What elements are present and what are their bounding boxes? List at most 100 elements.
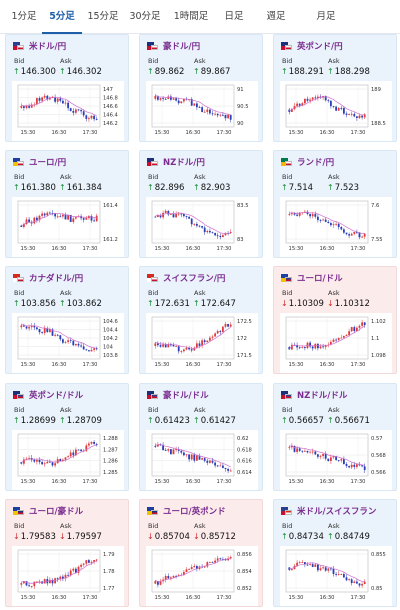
mini-candlestick-chart[interactable]: 147 146.8 146.6 146.4 146.2 15:30 16:30 17:30 [12,81,124,141]
candle [363,466,366,471]
rate-card[interactable]: 米ドル/円 Bid Ask ↑146.300 ↑146.302 147 146.8… [5,34,129,142]
pair-name[interactable]: NZドル/ドル [297,391,348,401]
candle [177,449,180,451]
tab-2[interactable]: 15分足 [87,10,119,22]
rate-card[interactable]: 豪ドル/ドル Bid Ask ↑0.61423 ↑0.61427 0.62 0.6… [139,383,263,491]
candle [95,559,98,561]
pair-name[interactable]: NZドル/円 [163,158,205,168]
chart-svg: 172.5 172 171.5 15:30 16:30 17:30 [146,313,258,373]
pair-name[interactable]: カナダドル/円 [29,274,84,284]
tab-6[interactable]: 週足 [266,10,286,22]
candle [309,99,312,101]
rate-card[interactable]: ユーロ/英ポンド Bid Ask ↓0.85704 ↓0.85712 0.856… [139,499,263,607]
candle [87,118,90,120]
tab-0[interactable]: 1分足 [11,10,37,22]
mini-candlestick-chart[interactable]: 1.79 1.78 1.77 15:30 16:30 17:30 [12,546,124,606]
tab-5[interactable]: 日足 [224,10,244,22]
candle [46,212,49,216]
mini-candlestick-chart[interactable]: 91 90.5 90 15:30 16:30 17:30 [146,81,258,141]
candle [353,231,356,234]
y-tick-label: 1.286 [103,459,118,465]
rate-card[interactable]: ユーロ/円 Bid Ask ↑161.380 ↑161.384 161.4 161… [5,150,129,258]
pair-name[interactable]: ユーロ/円 [29,158,67,168]
x-tick-label: 16:30 [320,595,335,601]
pair-name[interactable]: 英ポンド/ドル [29,391,84,401]
arrow-up-icon: ↑ [281,532,288,541]
x-tick-label: 16:30 [52,479,67,485]
candle [172,98,175,100]
candle [298,347,301,349]
pair-name[interactable]: 米ドル/円 [29,42,67,52]
mini-candlestick-chart[interactable]: 83.5 83 15:30 16:30 17:30 [146,197,258,257]
candle [43,95,46,98]
rate-card[interactable]: ランド/円 Bid Ask ↑7.514 ↑7.523 7.6 7.55 15:30… [273,150,397,258]
candle [22,223,25,227]
rate-card[interactable]: NZドル/ドル Bid Ask ↑0.56657 ↑0.56671 0.57 0.… [273,383,397,491]
mini-candlestick-chart[interactable]: 1.102 1.1 1.098 15:30 16:30 17:30 [280,313,392,373]
candle [361,584,364,586]
mini-candlestick-chart[interactable]: 0.57 0.568 0.566 15:30 16:30 17:30 [280,430,392,490]
candle [322,567,325,569]
y-tick-label: 0.568 [371,453,386,459]
y-tick-label: 146.8 [103,96,118,102]
x-tick-label: 17:30 [83,130,98,136]
mini-candlestick-chart[interactable]: 189 188.5 15:30 16:30 17:30 [280,81,392,141]
mini-candlestick-chart[interactable]: 172.5 172 171.5 15:30 16:30 17:30 [146,313,258,373]
rate-card[interactable]: 豪ドル/円 Bid Ask ↑89.862 ↑89.867 91 90.5 90 15… [139,34,263,142]
rate-card[interactable]: スイスフラン/円 Bid Ask ↑172.631 ↑172.647 172.5… [139,266,263,374]
candle [172,575,175,578]
mini-candlestick-chart[interactable]: 7.6 7.55 15:30 16:30 17:30 [280,197,392,257]
pair-name[interactable]: ユーロ/ドル [297,274,343,284]
candle [340,459,343,461]
chart-svg: 161.4 161.2 15:30 16:30 17:30 [12,197,124,257]
pair-name[interactable]: 豪ドル/ドル [163,391,209,401]
pair-name[interactable]: 英ポンド/円 [297,42,343,52]
pair-name[interactable]: ユーロ/豪ドル [29,507,84,517]
arrow-up-icon: ↑ [193,67,200,76]
mini-candlestick-chart[interactable]: 0.856 0.854 0.852 15:30 16:30 17:30 [146,546,258,606]
bid-label: Bid [14,57,25,65]
candle [56,98,59,102]
rate-card[interactable]: ユーロ/豪ドル Bid Ask ↓1.79583 ↓1.79597 1.79 1.… [5,499,129,607]
moving-average-line [21,96,97,117]
tab-4[interactable]: 1時間足 [173,10,209,22]
mini-candlestick-chart[interactable]: 161.4 161.2 15:30 16:30 17:30 [12,197,124,257]
mini-candlestick-chart[interactable]: 104.6 104.4 104.2 104 103.8 15:30 16:30 17:30 [12,313,124,373]
candle [332,568,335,574]
rate-card[interactable]: NZドル/円 Bid Ask ↑82.896 ↑82.903 83.5 83 15:… [139,150,263,258]
rate-card[interactable]: カナダドル/円 Bid Ask ↑103.856 ↑103.862 104.6 1… [5,266,129,374]
candle [180,351,183,353]
currency-flag-icon [281,158,292,166]
tab-7[interactable]: 月足 [316,10,336,22]
candle [306,211,309,215]
rate-card[interactable]: ユーロ/ドル Bid Ask ↓1.10309 ↓1.10312 1.102 1.… [273,266,397,374]
rate-card[interactable]: 英ポンド/円 Bid Ask ↑188.291 ↑188.298 189 188.… [273,34,397,142]
mini-candlestick-chart[interactable]: 0.855 0.85 15:30 16:30 17:30 [280,546,392,606]
tab-3[interactable]: 30分足 [129,10,161,22]
pair-name[interactable]: スイスフラン/円 [163,274,226,284]
candle [206,340,209,343]
bid-label: Bid [282,406,293,414]
candle [314,97,317,99]
candle [216,235,219,237]
bid-label: Bid [148,522,159,530]
x-tick-label: 16:30 [186,479,201,485]
candle [185,569,188,572]
pair-name[interactable]: ランド/円 [297,158,335,168]
x-tick-label: 16:30 [320,130,335,136]
tab-1[interactable]: 5分足 [42,0,82,34]
pair-name[interactable]: 米ドル/スイスフラン [297,507,377,517]
pair-name[interactable]: ユーロ/英ポンド [163,507,226,517]
candle [208,337,211,341]
pair-name[interactable]: 豪ドル/円 [163,42,201,52]
rate-card[interactable]: 英ポンド/ドル Bid Ask ↑1.28699 ↑1.28709 1.288 1… [5,383,129,491]
bid-value: ↑161.380 [13,183,56,193]
candle [41,213,44,216]
candle [54,213,57,217]
mini-candlestick-chart[interactable]: 1.288 1.287 1.286 1.285 15:30 16:30 17:30 [12,430,124,490]
candle [182,571,185,575]
x-tick-label: 15:30 [21,479,36,485]
mini-candlestick-chart[interactable]: 0.62 0.618 0.616 0.614 15:30 16:30 17:30 [146,430,258,490]
rate-card[interactable]: 米ドル/スイスフラン Bid Ask ↑0.84734 ↑0.84749 0.8… [273,499,397,607]
x-tick-label: 15:30 [21,595,36,601]
